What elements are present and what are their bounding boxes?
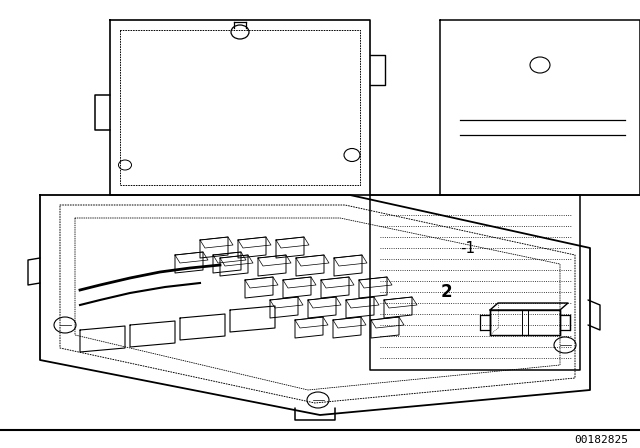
Text: 00182825: 00182825 xyxy=(574,435,628,445)
Text: 2: 2 xyxy=(440,283,452,301)
Text: -1: -1 xyxy=(460,241,475,255)
